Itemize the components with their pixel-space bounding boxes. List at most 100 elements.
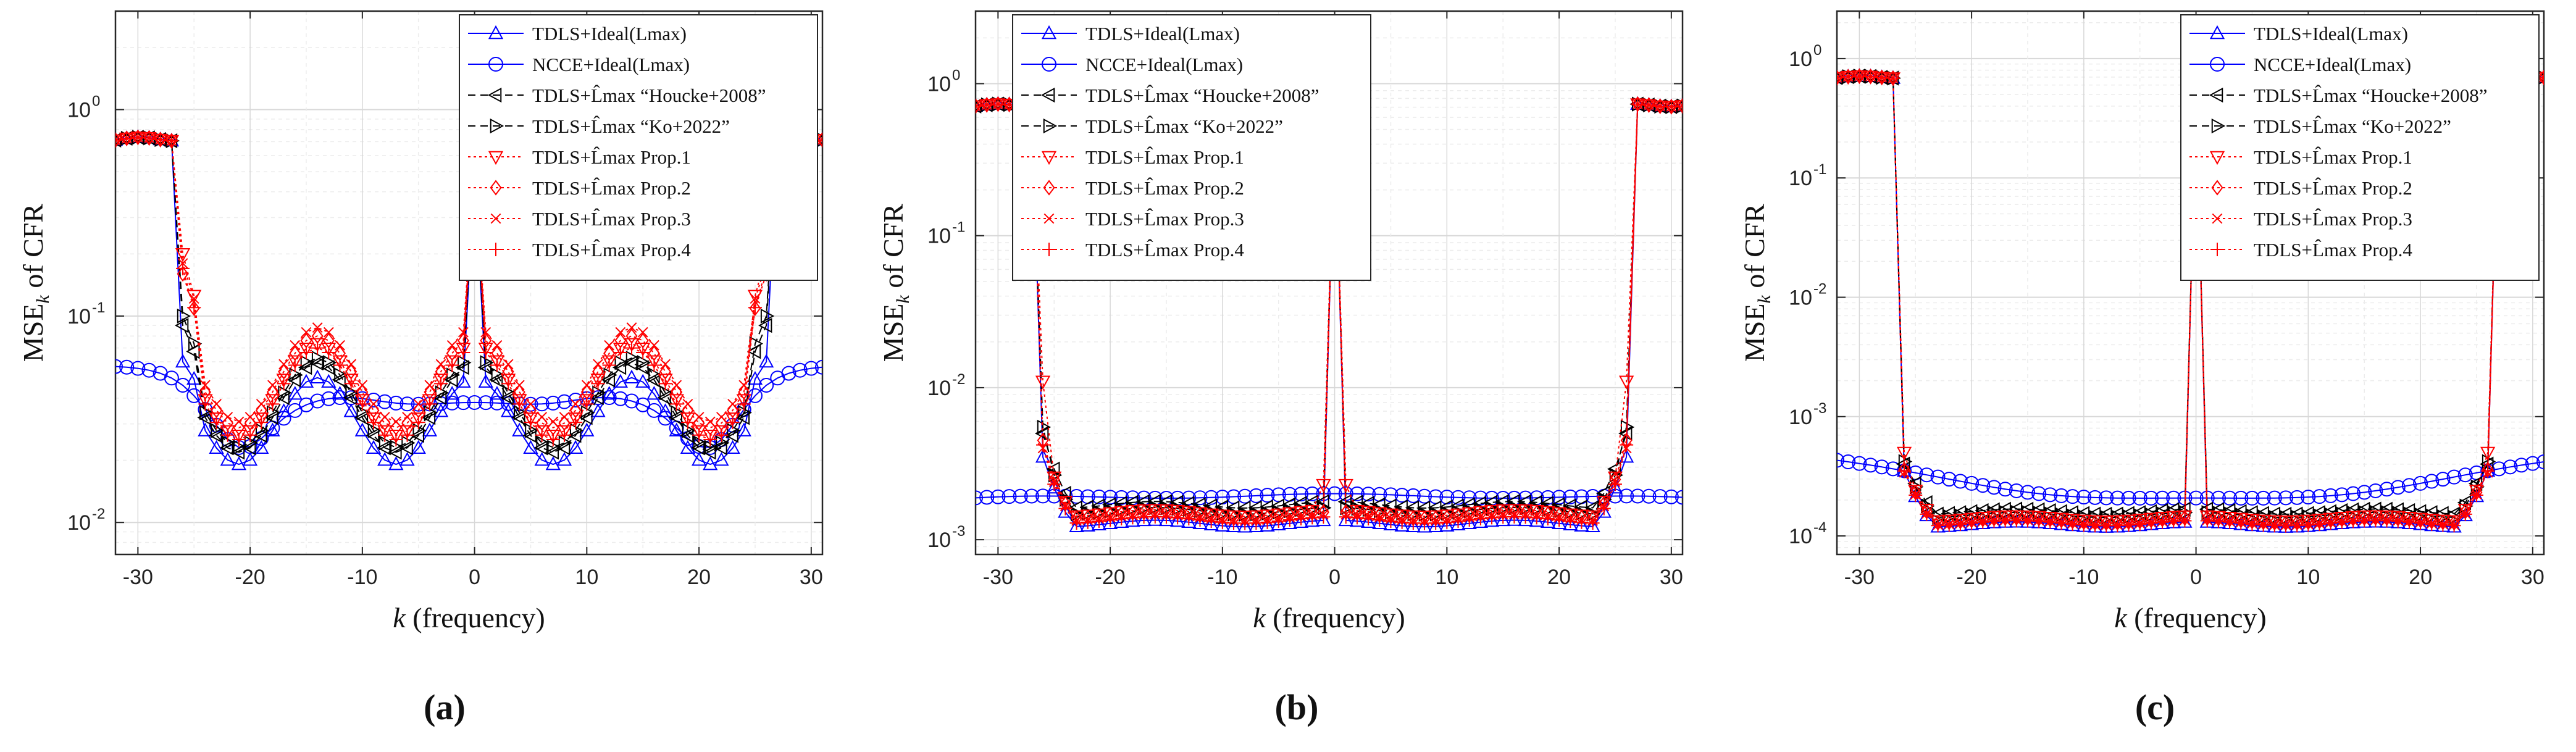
series-line [115,136,822,441]
data-point [682,403,694,419]
data-point [1675,98,1683,112]
y-tick-label: 10 [1789,167,1812,190]
data-point [1965,516,1979,530]
data-point [435,359,446,370]
data-point [142,131,156,145]
y-tick-label: 10 [67,511,91,535]
data-point [1192,515,1208,529]
data-point [233,440,248,455]
legend-box [2180,14,2540,281]
data-point [230,445,245,460]
legend-label: TDLS+L̂max Prop.4 [1085,239,1244,261]
legend-label: TDLS+L̂max Prop.2 [2254,177,2412,199]
data-point [1069,518,1084,533]
series-8 [976,97,1683,530]
data-point [693,412,705,422]
data-point [1920,507,1934,521]
legend-item: TDLS+L̂max Prop.2 [2189,177,2412,199]
x-tick-label: -30 [123,566,153,589]
data-point [1182,512,1196,526]
data-point [714,428,729,442]
data-point [534,425,550,440]
legend-marker [487,87,502,103]
data-point [265,394,280,408]
data-point [1294,512,1308,526]
data-point [2447,519,2461,533]
data-point [523,440,538,454]
data-point [355,397,369,411]
legend: TDLS+Ideal(Lmax) NCCE+Ideal(Lmax) TDLS+L̂m… [459,14,818,281]
data-point [1975,478,1991,493]
data-point [480,355,494,370]
data-point [357,380,368,391]
legend-marker [1041,25,1057,40]
data-point [636,345,650,359]
panel-label: (b) [1275,687,1319,727]
series-1 [115,129,822,470]
data-point [1091,516,1107,531]
data-point [390,416,401,427]
data-point [478,374,493,388]
x-tick-label: 20 [2409,566,2432,589]
data-point [388,445,402,460]
data-point [760,308,775,324]
data-point [2379,482,2394,497]
data-point [1642,98,1656,112]
data-point [301,327,312,338]
data-point [1349,512,1365,527]
data-point [625,351,640,366]
data-point [343,390,357,406]
data-point [1540,490,1555,505]
data-point [635,374,651,388]
data-point [211,423,225,438]
y-axis-label-main: MSE [877,304,909,362]
data-point [713,440,727,456]
legend-marker [2210,57,2225,72]
data-point [737,397,751,411]
data-point [377,394,393,409]
data-point [1439,517,1455,532]
data-point [568,393,583,408]
data-point [209,412,224,427]
legend-item: TDLS+Ideal(Lmax) [1021,23,1240,44]
legend-marker [2210,243,2224,256]
y-tick-exponent: -1 [952,219,965,236]
data-point [1540,514,1556,528]
data-point [2020,485,2035,500]
data-point [2480,446,2496,461]
x-tick-label: -20 [1095,566,1126,589]
x-axis-label-rest: (frequency) [1266,602,1405,633]
data-point [299,345,313,359]
series-line [1837,75,2544,524]
data-point [300,355,315,370]
data-point [593,359,603,370]
data-point [1507,512,1522,526]
data-point [682,423,696,438]
data-point [490,358,504,372]
data-point [1373,513,1387,527]
legend-item: TDLS+Ideal(Lmax) [468,23,687,44]
legend-label: TDLS+L̂max Prop.3 [532,208,691,230]
legend-box [459,14,818,281]
data-point [1383,516,1399,531]
data-point [489,386,505,400]
data-point [2156,515,2170,529]
legend-item: TDLS+L̂max Prop.4 [2189,239,2412,261]
data-point [1462,515,1477,529]
data-point [232,433,246,447]
data-point [399,452,415,466]
data-point [671,380,682,391]
data-point [175,377,191,393]
data-point [1204,514,1218,528]
data-point [254,412,269,427]
data-point [1340,500,1354,516]
data-point [1964,475,1980,491]
data-point [458,355,472,370]
data-point [1361,512,1376,526]
data-point [556,440,571,456]
data-point [1226,518,1242,533]
data-point [1315,494,1329,509]
data-point [1630,488,1646,504]
data-point [512,394,527,408]
data-point [748,301,762,315]
